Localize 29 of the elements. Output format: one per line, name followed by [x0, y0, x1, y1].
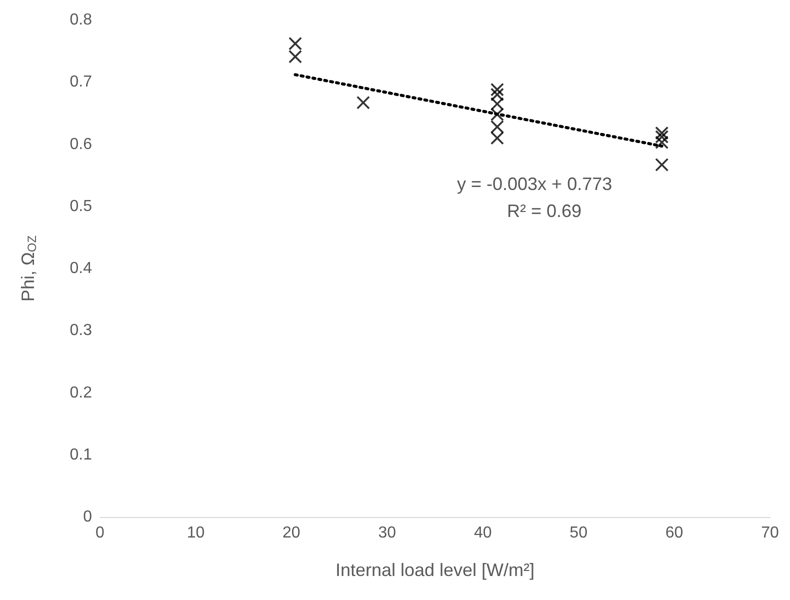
- y-tick-label: 0.3: [70, 322, 92, 340]
- point: [288, 37, 302, 50]
- x-tick-label: 30: [378, 524, 396, 542]
- point: [288, 50, 302, 64]
- y-tick-label: 0.2: [70, 384, 92, 402]
- x-tick-label: 50: [570, 524, 588, 542]
- point: [490, 132, 504, 145]
- x-tick-label: 10: [186, 524, 205, 542]
- x-tick-label: 20: [282, 524, 300, 542]
- annotation: y = -0.003x + 0.773: [457, 174, 612, 194]
- y-tick-label: 0.7: [70, 74, 92, 91]
- annotation: R² = 0.69: [507, 201, 582, 221]
- point: [655, 136, 668, 149]
- x-tick-label: 70: [761, 524, 779, 542]
- x-tick-label: 0: [96, 524, 105, 542]
- y-tick-label: 0.6: [70, 136, 92, 153]
- point: [356, 96, 370, 110]
- point: [490, 108, 504, 121]
- y-tick-label: 0.5: [70, 198, 92, 215]
- x-axis-title: Internal load level [W/m²]: [335, 560, 535, 580]
- y-tick-label: 0: [83, 508, 92, 526]
- y-tick-label: 0.1: [70, 446, 92, 464]
- x-tick-label: 40: [474, 524, 492, 542]
- point: [655, 158, 668, 172]
- x-tick-label: 60: [665, 524, 684, 542]
- y-tick-label: 0.8: [70, 12, 92, 28]
- y-axis-title: Phi, ΩOZ: [18, 235, 39, 302]
- y-tick-label: 0.4: [70, 260, 92, 277]
- point: [490, 120, 504, 134]
